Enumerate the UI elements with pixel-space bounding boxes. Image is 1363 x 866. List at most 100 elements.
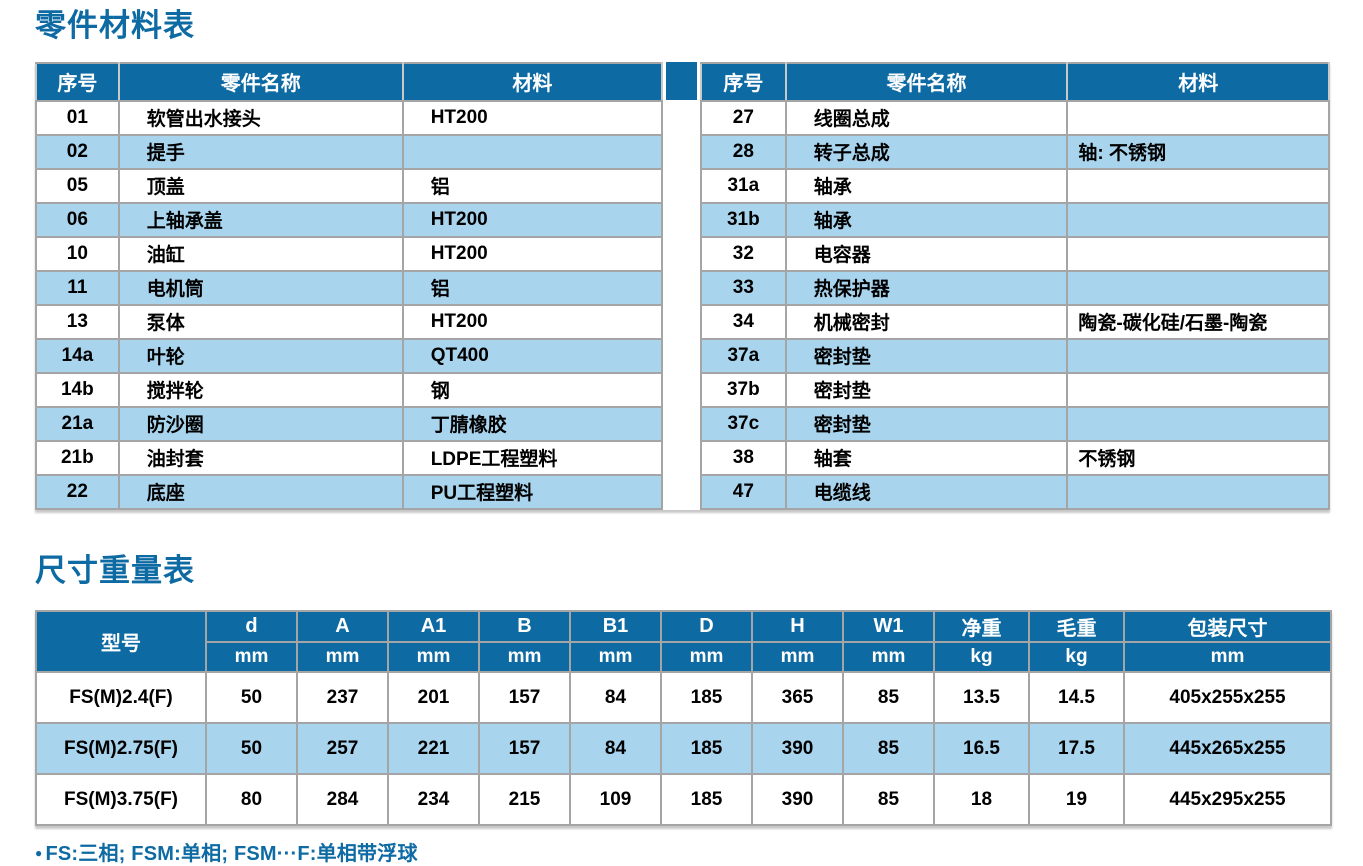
bullet-icon: ●	[35, 846, 43, 861]
part-material-cell: LDPE工程塑料	[401, 439, 664, 476]
part-material-cell: 轴: 不锈钢	[1066, 133, 1330, 170]
part-material-cell: HT200	[401, 235, 664, 272]
part-row: 32 电容器	[700, 235, 1330, 272]
column-header-name: 零件名称	[784, 61, 1069, 102]
dim-value-cell: 18	[933, 773, 1030, 827]
part-number-cell: 05	[35, 167, 120, 204]
dim-value-cell: 14.5	[1028, 671, 1125, 725]
dim-value-cell: 221	[387, 722, 480, 776]
dim-column-label: A1	[387, 610, 480, 644]
part-material-cell	[401, 133, 664, 170]
part-material-cell	[1066, 473, 1330, 510]
part-material-cell: 铝	[401, 167, 664, 204]
dim-value-cell: 185	[660, 773, 753, 827]
dim-column-unit: kg	[1028, 641, 1125, 674]
part-row: 21b 油封套 LDPE工程塑料	[35, 439, 664, 476]
dim-column-label: H	[751, 610, 844, 644]
dim-value-cell: 445x265x255	[1123, 722, 1332, 776]
part-number-cell: 21b	[35, 439, 120, 476]
part-name-cell: 顶盖	[117, 167, 404, 204]
dim-value-cell: 157	[478, 722, 571, 776]
part-material-cell: 陶瓷-碳化硅/石墨-陶瓷	[1066, 303, 1330, 340]
part-number-cell: 13	[35, 303, 120, 340]
part-name-cell: 热保护器	[784, 269, 1069, 306]
dim-value-cell: 50	[205, 722, 298, 776]
part-row: 14b 搅拌轮钢	[35, 371, 664, 408]
part-row: 37c 密封垫	[700, 405, 1330, 442]
part-number-cell: 21a	[35, 405, 120, 442]
part-row: 22 底座 PU工程塑料	[35, 473, 664, 510]
dim-value-cell: 13.5	[933, 671, 1030, 725]
part-row: 38 轴套 不锈钢	[700, 439, 1330, 476]
part-number-cell: 32	[700, 235, 787, 272]
dim-value-cell: 390	[751, 773, 844, 827]
dim-value-cell: 284	[296, 773, 389, 827]
dim-column-unit: mm	[660, 641, 753, 674]
part-row: 02 提手	[35, 133, 664, 170]
part-row: 21a 防沙圈 丁腈橡胶	[35, 405, 664, 442]
part-number-cell: 14b	[35, 371, 120, 408]
dim-column-unit: mm	[1123, 641, 1332, 674]
part-number-cell: 27	[700, 99, 787, 136]
part-material-cell: PU工程塑料	[401, 473, 664, 510]
part-name-cell: 转子总成	[784, 133, 1069, 170]
dim-column-label: d	[205, 610, 298, 644]
part-material-cell: 钢	[401, 371, 664, 408]
part-row: 28 转子总成 轴: 不锈钢	[700, 133, 1330, 170]
part-row: 01 软管出水接头 HT200	[35, 99, 664, 136]
model-column-header: 型号	[35, 610, 207, 674]
part-material-cell: 丁腈橡胶	[401, 405, 664, 442]
part-number-cell: 01	[35, 99, 120, 136]
part-row: 05 顶盖铝	[35, 167, 664, 204]
part-number-cell: 38	[700, 439, 787, 476]
dim-value-cell: 215	[478, 773, 571, 827]
part-name-cell: 提手	[117, 133, 404, 170]
part-name-cell: 油缸	[117, 235, 404, 272]
part-name-cell: 油封套	[117, 439, 404, 476]
parts-left-header-row: 序号 零件名称 材料	[35, 61, 664, 102]
part-material-cell: HT200	[401, 201, 664, 238]
dim-value-cell: 405x255x255	[1123, 671, 1332, 725]
dim-value-cell: 185	[660, 722, 753, 776]
part-name-cell: 泵体	[117, 303, 404, 340]
column-header-no: 序号	[35, 61, 120, 102]
part-name-cell: 轴套	[784, 439, 1069, 476]
part-number-cell: 11	[35, 269, 120, 306]
dim-value-cell: 85	[842, 773, 935, 827]
part-material-cell: HT200	[401, 303, 664, 340]
dim-column-unit: mm	[569, 641, 662, 674]
part-name-cell: 轴承	[784, 167, 1069, 204]
dim-value-cell: 157	[478, 671, 571, 725]
dim-column-unit: kg	[933, 641, 1030, 674]
part-name-cell: 线圈总成	[784, 99, 1069, 136]
part-material-cell: HT200	[401, 99, 664, 136]
dim-column-label: D	[660, 610, 753, 644]
part-number-cell: 22	[35, 473, 120, 510]
part-number-cell: 37a	[700, 337, 787, 374]
dim-value-cell: 84	[569, 671, 662, 725]
part-material-cell	[1066, 337, 1330, 374]
dim-value-cell: 185	[660, 671, 753, 725]
dim-column-unit: mm	[751, 641, 844, 674]
part-name-cell: 防沙圈	[117, 405, 404, 442]
part-number-cell: 37c	[700, 405, 787, 442]
part-material-cell	[1066, 99, 1330, 136]
part-row: 31a 轴承	[700, 167, 1330, 204]
part-row: 27 线圈总成	[700, 99, 1330, 136]
dim-column-label: 毛重	[1028, 610, 1125, 644]
column-header-material: 材料	[1066, 61, 1330, 102]
part-row: 37a 密封垫	[700, 337, 1330, 374]
part-row: 11 电机筒铝	[35, 269, 664, 306]
part-row: 47 电缆线	[700, 473, 1330, 510]
dim-header-unit-row: mm mm mm mm mm mm mm mm kg kg mm	[36, 641, 1332, 674]
part-material-cell	[1066, 201, 1330, 238]
dim-value-cell: 17.5	[1028, 722, 1125, 776]
dim-value-cell: 16.5	[933, 722, 1030, 776]
dim-value-cell: 80	[205, 773, 298, 827]
part-row: 33 热保护器	[700, 269, 1330, 306]
part-row: 13 泵体 HT200	[35, 303, 664, 340]
dim-column-unit: mm	[387, 641, 480, 674]
part-name-cell: 电机筒	[117, 269, 404, 306]
dim-value-cell: 109	[569, 773, 662, 827]
part-name-cell: 搅拌轮	[117, 371, 404, 408]
